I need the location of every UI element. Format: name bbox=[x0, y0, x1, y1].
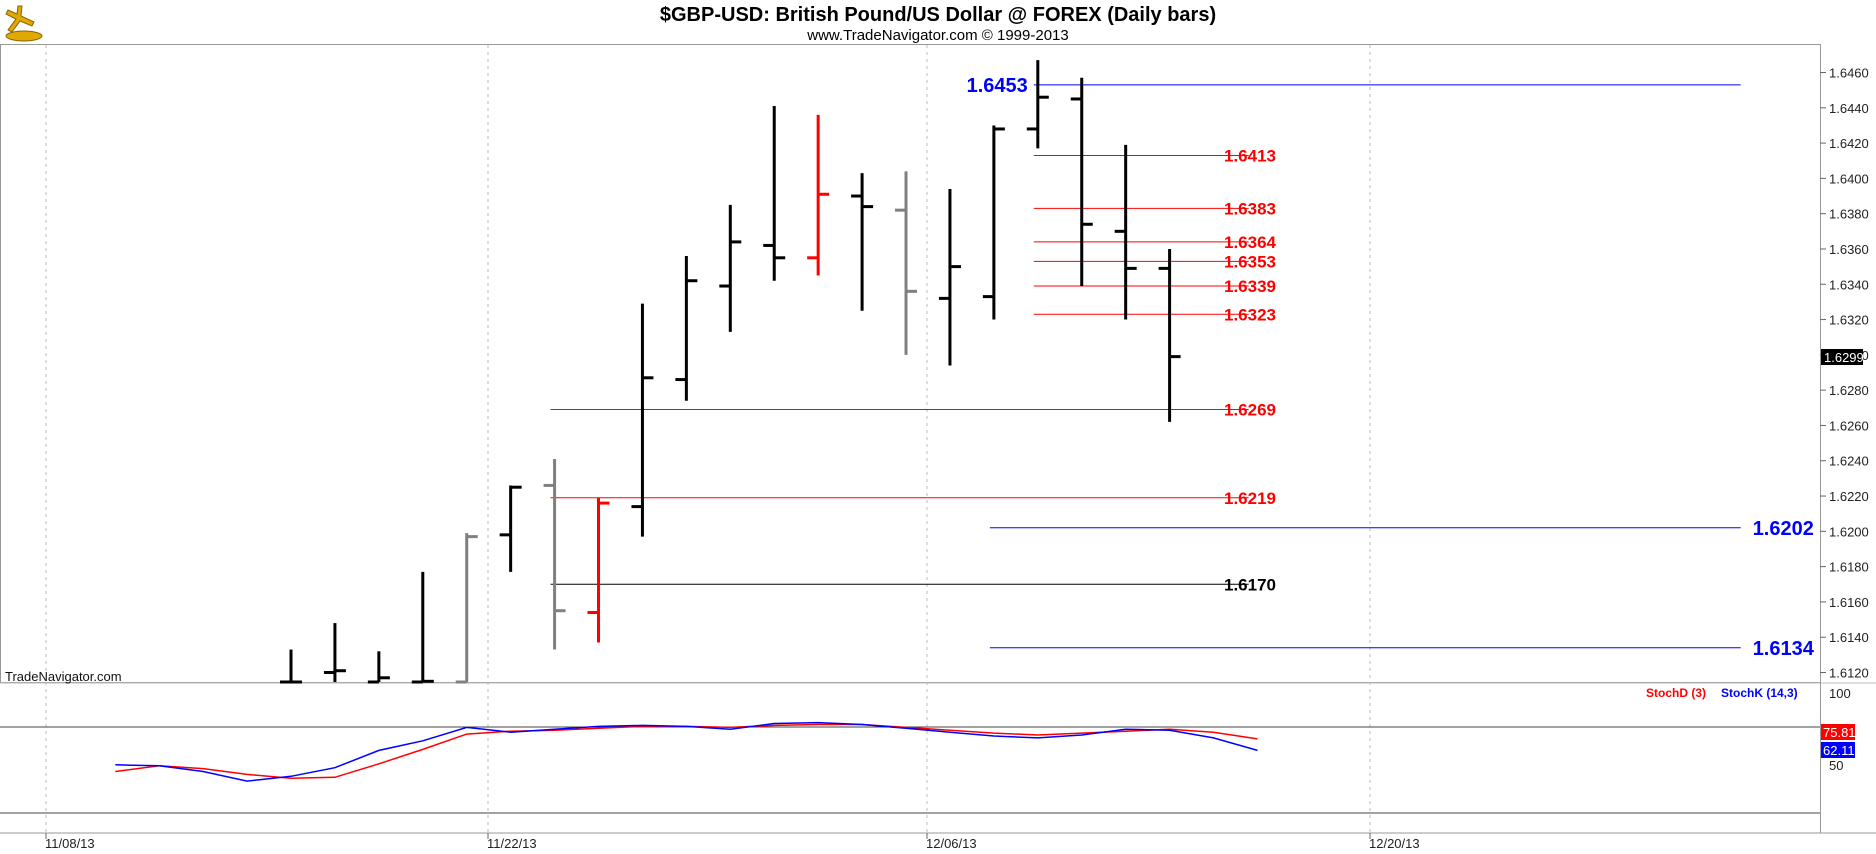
stochastic-panel: 100 50 StochD (3) StochK (14,3) 75.81 62.11 bbox=[0, 686, 1856, 814]
price-tick-label: 1.6240 bbox=[1829, 454, 1869, 469]
date-axis: 11/08/13 11/22/13 12/06/13 12/20/13 bbox=[45, 833, 1420, 851]
price-tick-label: 1.6260 bbox=[1829, 418, 1869, 433]
stoch-k-value: 62.11 bbox=[1823, 743, 1855, 758]
ohlc-bars bbox=[280, 60, 1181, 684]
trade-navigator-logo bbox=[5, 5, 43, 42]
chart-title: $GBP-USD: British Pound/US Dollar @ FORE… bbox=[660, 4, 1216, 26]
price-tick-label: 1.6160 bbox=[1829, 595, 1869, 610]
price-tick-label: 1.6220 bbox=[1829, 489, 1869, 504]
level-label: 1.6453 bbox=[967, 75, 1028, 97]
price-tick-label: 1.6440 bbox=[1829, 101, 1869, 116]
price-tick-label: 1.6420 bbox=[1829, 136, 1869, 151]
stoch-k-line bbox=[115, 721, 1258, 782]
date-tick-label: 11/22/13 bbox=[487, 836, 537, 851]
date-tick-label: 12/06/13 bbox=[926, 836, 977, 851]
last-price-box bbox=[1821, 349, 1863, 365]
stoch-d-value: 75.81 bbox=[1823, 725, 1856, 740]
level-label: 1.6364 bbox=[1224, 233, 1277, 252]
price-tick-label: 1.6200 bbox=[1829, 524, 1869, 539]
level-label: 1.6134 bbox=[1753, 638, 1815, 660]
price-tick-label: 1.6320 bbox=[1829, 313, 1869, 328]
level-label: 1.6383 bbox=[1224, 199, 1276, 218]
date-tick-label: 11/08/13 bbox=[45, 836, 95, 851]
price-tick-label: 1.6380 bbox=[1829, 207, 1869, 222]
stoch-d-value-box bbox=[1821, 724, 1855, 740]
price-tick-label: 1.6340 bbox=[1829, 277, 1869, 292]
price-tick-label: 1.6180 bbox=[1829, 560, 1869, 575]
price-tick-label: 1.6360 bbox=[1829, 242, 1869, 257]
stoch-d-line bbox=[115, 723, 1258, 779]
price-tick-label: 1.6120 bbox=[1829, 666, 1869, 681]
level-label: 1.6219 bbox=[1224, 489, 1276, 508]
last-price-label: 1.6299 bbox=[1824, 350, 1864, 365]
stoch-k-legend: StochK (14,3) bbox=[1721, 686, 1798, 700]
stoch-tick-label: 50 bbox=[1829, 758, 1843, 773]
stoch-tick-label: 100 bbox=[1829, 686, 1851, 701]
level-label: 1.6323 bbox=[1224, 305, 1276, 324]
level-label: 1.6353 bbox=[1224, 252, 1276, 271]
price-tick-label: 1.6140 bbox=[1829, 630, 1869, 645]
level-label: 1.6413 bbox=[1224, 146, 1276, 165]
grid-lines bbox=[45, 45, 1371, 833]
level-label: 1.6269 bbox=[1224, 401, 1276, 420]
chart-subtitle: www.TradeNavigator.com © 1999-2013 bbox=[806, 27, 1068, 44]
price-panel-frame bbox=[0, 44, 1821, 683]
price-tick-label: 1.6400 bbox=[1829, 171, 1869, 186]
price-tick-label: 1.6280 bbox=[1829, 383, 1869, 398]
price-axis: 1.6120 1.6140 1.6160 1.6180 1.6200 1.6220 1.62… bbox=[1820, 66, 1869, 681]
level-label: 1.6202 bbox=[1753, 518, 1814, 540]
stoch-k-value-box bbox=[1821, 742, 1855, 758]
level-label: 1.6170 bbox=[1224, 575, 1276, 594]
price-tick-label: 1.6460 bbox=[1829, 66, 1869, 81]
level-label: 1.6339 bbox=[1224, 277, 1276, 296]
stoch-d-legend: StochD (3) bbox=[1646, 686, 1706, 700]
watermark-text: TradeNavigator.com bbox=[5, 669, 122, 684]
date-tick-label: 12/20/13 bbox=[1369, 836, 1420, 851]
